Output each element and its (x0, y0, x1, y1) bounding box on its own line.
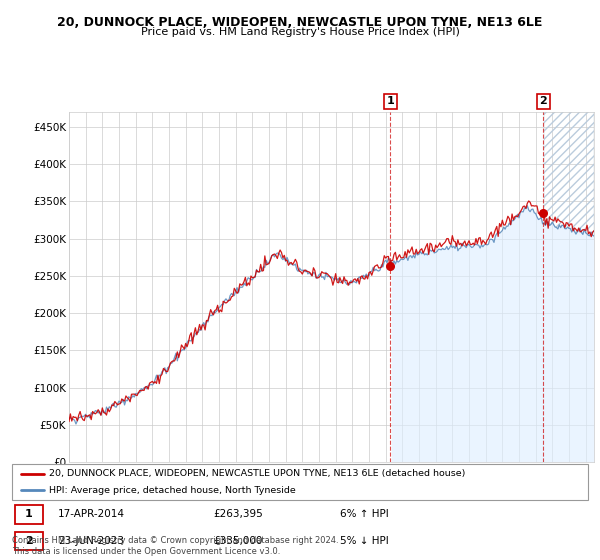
Text: £263,395: £263,395 (214, 510, 263, 520)
Text: 20, DUNNOCK PLACE, WIDEOPEN, NEWCASTLE UPON TYNE, NE13 6LE (detached house): 20, DUNNOCK PLACE, WIDEOPEN, NEWCASTLE U… (49, 469, 466, 478)
Text: 23-JUN-2023: 23-JUN-2023 (58, 536, 124, 546)
Text: 1: 1 (386, 96, 394, 106)
Text: 5% ↓ HPI: 5% ↓ HPI (340, 536, 389, 546)
Text: HPI: Average price, detached house, North Tyneside: HPI: Average price, detached house, Nort… (49, 486, 296, 494)
Text: 6% ↑ HPI: 6% ↑ HPI (340, 510, 389, 520)
Text: 17-APR-2014: 17-APR-2014 (58, 510, 125, 520)
Text: Price paid vs. HM Land Registry's House Price Index (HPI): Price paid vs. HM Land Registry's House … (140, 27, 460, 37)
Text: £335,000: £335,000 (214, 536, 263, 546)
Text: Contains HM Land Registry data © Crown copyright and database right 2024.
This d: Contains HM Land Registry data © Crown c… (12, 536, 338, 556)
Bar (15, 506, 43, 524)
Text: 2: 2 (539, 96, 547, 106)
Bar (15, 532, 43, 550)
Text: 2: 2 (25, 536, 32, 546)
Text: 20, DUNNOCK PLACE, WIDEOPEN, NEWCASTLE UPON TYNE, NE13 6LE: 20, DUNNOCK PLACE, WIDEOPEN, NEWCASTLE U… (58, 16, 542, 29)
Text: 1: 1 (25, 510, 32, 520)
